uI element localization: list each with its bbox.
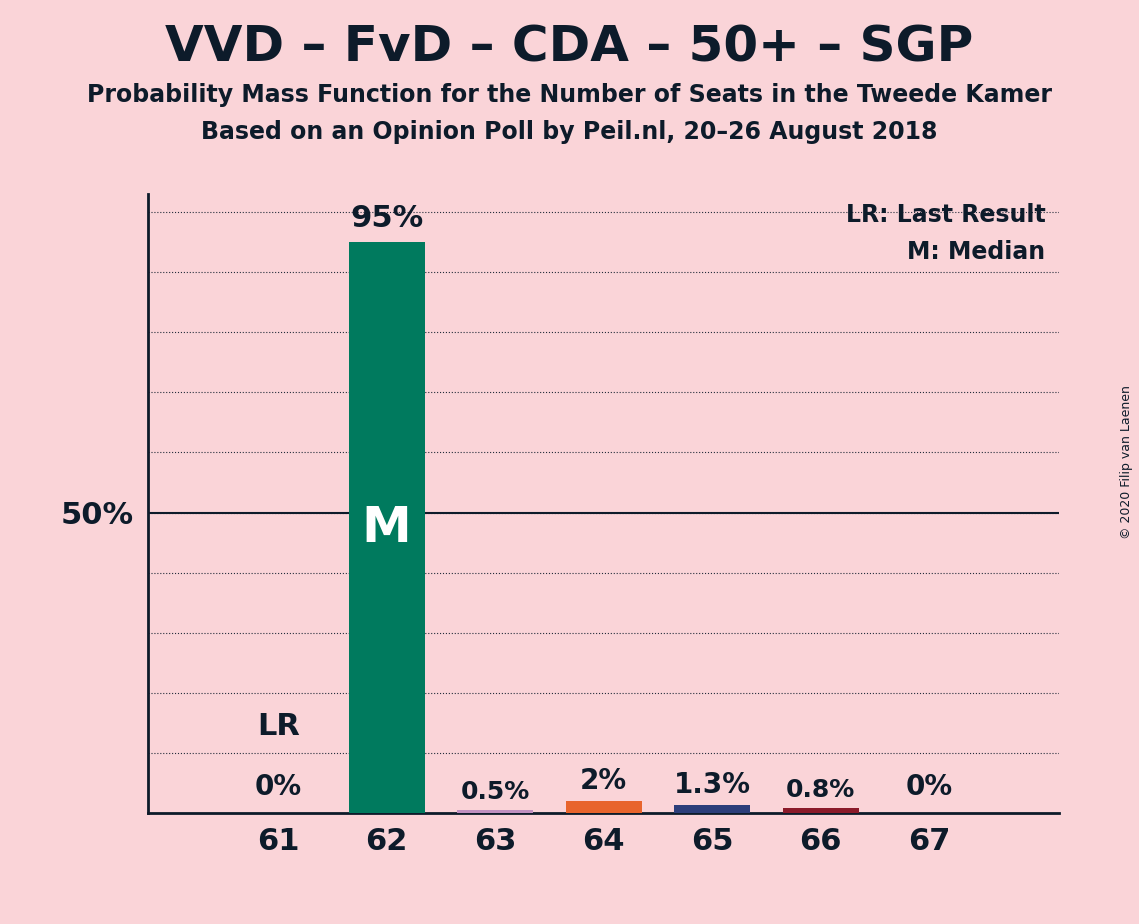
Text: 0%: 0% — [255, 773, 302, 801]
Text: 2%: 2% — [580, 767, 628, 795]
Text: Based on an Opinion Poll by Peil.nl, 20–26 August 2018: Based on an Opinion Poll by Peil.nl, 20–… — [202, 120, 937, 144]
Text: 0%: 0% — [906, 773, 952, 801]
Text: LR: Last Result: LR: Last Result — [846, 203, 1046, 227]
Text: 95%: 95% — [350, 204, 424, 233]
Bar — [349, 242, 425, 813]
Text: LR: LR — [256, 712, 300, 741]
Text: © 2020 Filip van Laenen: © 2020 Filip van Laenen — [1121, 385, 1133, 539]
Text: VVD – FvD – CDA – 50+ – SGP: VVD – FvD – CDA – 50+ – SGP — [165, 23, 974, 71]
Bar — [457, 810, 533, 813]
Bar — [782, 808, 859, 813]
Bar — [674, 806, 751, 813]
Bar — [566, 801, 641, 813]
Text: Probability Mass Function for the Number of Seats in the Tweede Kamer: Probability Mass Function for the Number… — [87, 83, 1052, 107]
Text: M: Median: M: Median — [908, 240, 1046, 264]
Text: 1.3%: 1.3% — [673, 772, 751, 799]
Text: M: M — [362, 504, 411, 552]
Text: 0.8%: 0.8% — [786, 778, 855, 802]
Text: 0.5%: 0.5% — [460, 780, 530, 804]
